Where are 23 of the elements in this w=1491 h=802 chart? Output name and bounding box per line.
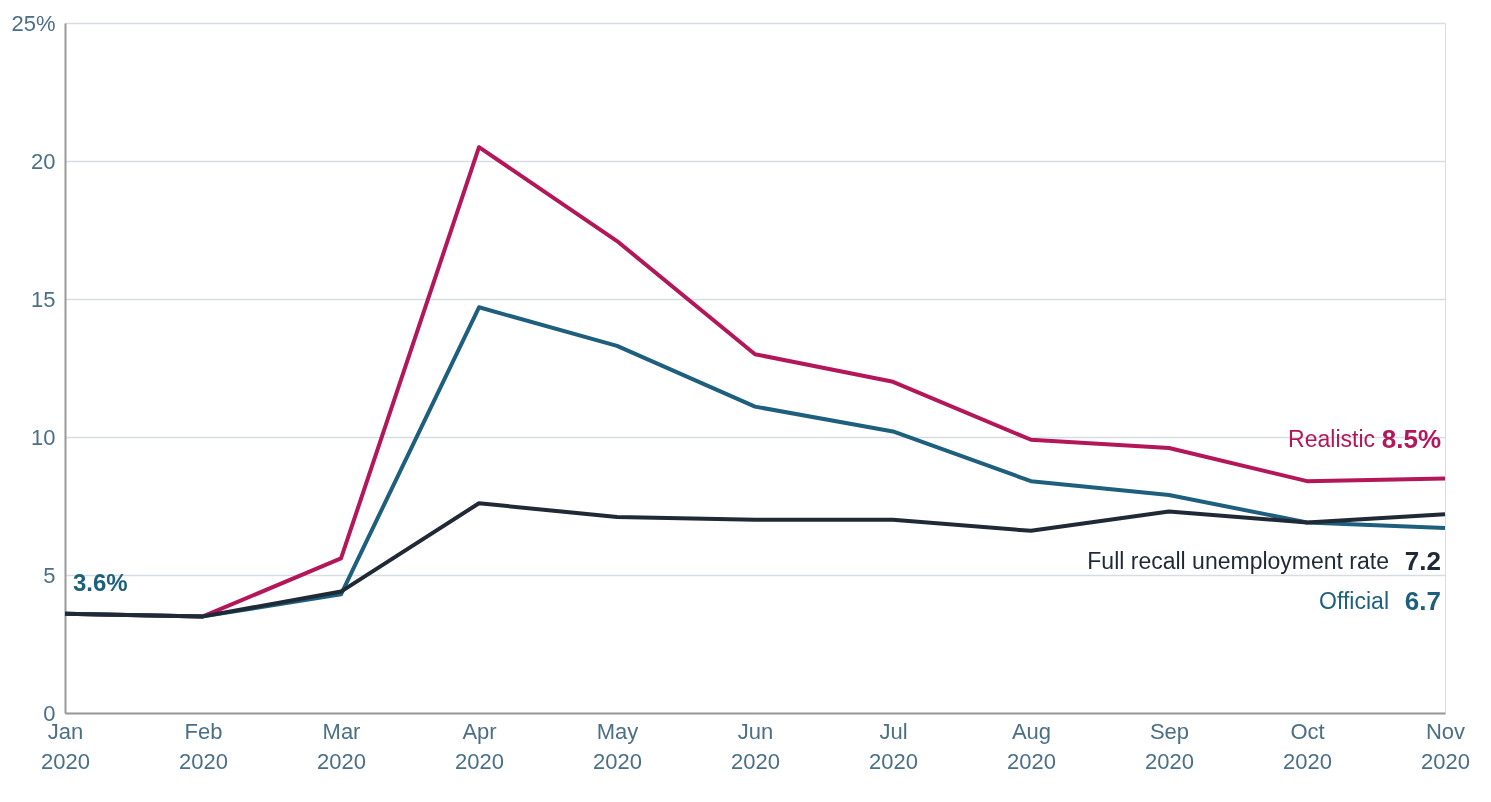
data-label: 6.7 bbox=[1404, 586, 1441, 617]
x-tick-label: Jun 2020 bbox=[731, 718, 780, 774]
x-tick-label: Aug 2020 bbox=[1007, 718, 1056, 774]
x-tick-label: Feb 2020 bbox=[179, 718, 228, 774]
x-tick-label: Mar 2020 bbox=[317, 718, 366, 774]
series-label: Realistic bbox=[1288, 426, 1375, 453]
y-tick-label: 10 bbox=[31, 424, 56, 450]
y-tick-label: 5 bbox=[43, 562, 56, 588]
x-tick-label: Sep 2020 bbox=[1145, 718, 1194, 774]
annotation: 3.6% bbox=[73, 568, 128, 596]
x-tick-label: Apr 2020 bbox=[455, 718, 504, 774]
text: Official bbox=[1319, 588, 1389, 615]
x-tick-label: Jul 2020 bbox=[869, 718, 918, 774]
x-tick-label: Nov 2020 bbox=[1421, 718, 1470, 774]
data-label: 8.5% bbox=[1381, 424, 1441, 455]
y-tick-label: 20 bbox=[31, 148, 56, 174]
y-tick-label: 25% bbox=[11, 10, 56, 36]
x-tick-label: May 2020 bbox=[593, 718, 642, 774]
x-tick-label: Oct 2020 bbox=[1283, 718, 1332, 774]
series-label: Full recall unemployment rate bbox=[1087, 548, 1389, 575]
line-series bbox=[63, 501, 1447, 619]
data-label: 7.2 bbox=[1404, 546, 1441, 577]
y-tick-label: 15 bbox=[31, 286, 56, 312]
